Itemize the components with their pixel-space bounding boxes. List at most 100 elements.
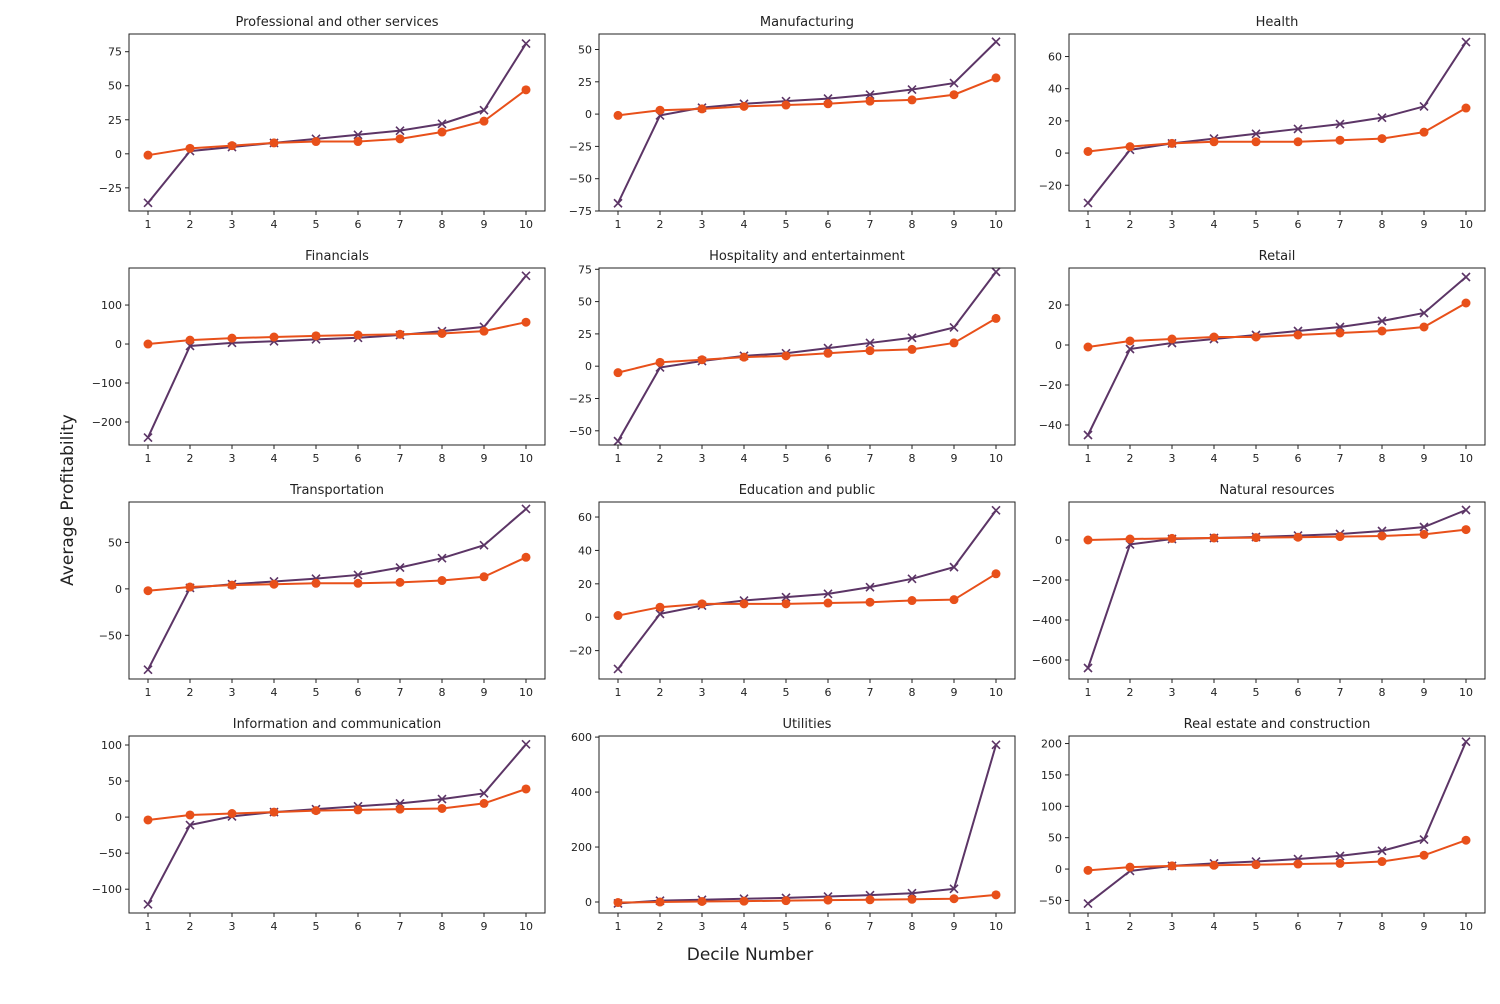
data-point <box>865 96 875 106</box>
x-tick-label: 10 <box>989 218 1003 231</box>
y-tick-label: −100 <box>92 883 122 896</box>
x-tick-label: 8 <box>1379 686 1386 699</box>
x-tick-label: 9 <box>481 686 488 699</box>
subplot: Education and public 1 2 3 4 5 6 7 8 9 10 −20 0 20 40 6… <box>569 483 1016 699</box>
x-tick-label: 6 <box>825 920 832 933</box>
data-point <box>1419 127 1429 137</box>
data-point <box>1251 533 1261 543</box>
x-tick-label: 7 <box>867 920 874 933</box>
x-tick-label: 6 <box>355 452 362 465</box>
data-point <box>949 322 959 332</box>
x-tick-label: 10 <box>1459 218 1473 231</box>
y-tick-label: −20 <box>1039 379 1062 392</box>
data-point <box>907 574 917 584</box>
y-tick-label: 0 <box>115 148 122 161</box>
x-tick-label: 9 <box>951 218 958 231</box>
y-tick-label: 75 <box>108 46 122 59</box>
y-tick-label: −75 <box>569 205 592 218</box>
data-point <box>949 894 959 904</box>
plot-frame <box>1068 501 1486 680</box>
y-tick-label: 0 <box>1055 863 1062 876</box>
subplot: Real estate and construction 1 2 3 4 5 6 7 8 9 10 −… <box>1039 717 1486 933</box>
x-tick-label: 7 <box>397 920 404 933</box>
data-point <box>949 338 959 348</box>
x-tick-label: 3 <box>229 686 236 699</box>
x-tick-label: 8 <box>1379 218 1386 231</box>
series-line <box>147 556 527 592</box>
y-tick-label: 0 <box>1055 339 1062 352</box>
data-point <box>991 569 1001 579</box>
y-tick-label: 0 <box>115 583 122 596</box>
x-tick-label: 8 <box>909 452 916 465</box>
data-point <box>353 805 363 815</box>
data-point <box>1335 328 1345 338</box>
subplot-title: Natural resources <box>1219 483 1334 498</box>
data-point <box>1251 137 1261 147</box>
x-tick-label: 1 <box>615 686 622 699</box>
series-line <box>617 76 997 117</box>
x-tick-label: 8 <box>909 218 916 231</box>
data-point <box>1419 834 1429 845</box>
data-point <box>907 344 917 354</box>
series-line <box>1087 528 1467 541</box>
data-point <box>1419 522 1429 532</box>
x-tick-label: 2 <box>187 686 194 699</box>
y-tick-label: 0 <box>115 338 122 351</box>
y-tick-label: 75 <box>578 263 592 276</box>
data-point <box>991 890 1001 900</box>
x-tick-label: 3 <box>229 452 236 465</box>
data-point <box>1083 430 1093 440</box>
data-point <box>479 788 489 798</box>
data-point <box>865 338 875 348</box>
x-tick-label: 9 <box>481 218 488 231</box>
x-tick-label: 7 <box>1337 452 1344 465</box>
data-point <box>907 95 917 105</box>
y-tick-label: 600 <box>571 731 592 744</box>
x-tick-label: 5 <box>313 920 320 933</box>
y-tick-label: −20 <box>569 645 592 658</box>
x-tick-label: 4 <box>741 686 748 699</box>
data-point <box>655 357 665 367</box>
y-tick-label: 25 <box>578 328 592 341</box>
x-tick-label: 8 <box>909 920 916 933</box>
data-point <box>395 577 405 587</box>
data-point <box>437 119 447 129</box>
data-point <box>1083 342 1093 352</box>
y-tick-label: 20 <box>1048 115 1062 128</box>
x-tick-label: 2 <box>657 920 664 933</box>
plot-frame <box>128 501 546 680</box>
subplot: Health 1 2 3 4 5 6 7 8 9 10 −20 0 20 40 60 <box>1039 15 1486 231</box>
data-point <box>991 740 1001 750</box>
data-point <box>185 820 195 830</box>
data-point <box>907 596 917 606</box>
data-point <box>353 578 363 588</box>
data-point <box>1461 37 1471 47</box>
subplot-title: Professional and other services <box>236 15 439 30</box>
subplot: Hospitality and entertainment 1 2 3 4 5 6 7 8 9 10… <box>569 249 1016 465</box>
data-point <box>613 664 623 674</box>
y-tick-label: −40 <box>1039 419 1062 432</box>
data-point <box>185 143 195 153</box>
y-tick-label: 25 <box>108 114 122 127</box>
data-point <box>907 84 917 95</box>
data-point <box>991 505 1001 515</box>
x-tick-label: 3 <box>229 920 236 933</box>
x-tick-label: 4 <box>271 686 278 699</box>
data-point <box>1377 326 1387 336</box>
x-tick-label: 3 <box>699 218 706 231</box>
x-tick-label: 1 <box>145 686 152 699</box>
series-line <box>1087 41 1467 204</box>
data-point <box>227 141 237 151</box>
y-tick-label: 0 <box>585 896 592 909</box>
data-point <box>143 150 153 160</box>
series-line <box>1087 302 1467 348</box>
y-axis-label: Average Profitability <box>58 414 78 586</box>
x-tick-label: 4 <box>741 920 748 933</box>
data-point <box>1335 135 1345 145</box>
data-point <box>1335 851 1345 861</box>
x-tick-label: 6 <box>1295 452 1302 465</box>
data-point <box>823 589 833 599</box>
x-tick-label: 7 <box>867 218 874 231</box>
x-tick-label: 4 <box>1211 686 1218 699</box>
